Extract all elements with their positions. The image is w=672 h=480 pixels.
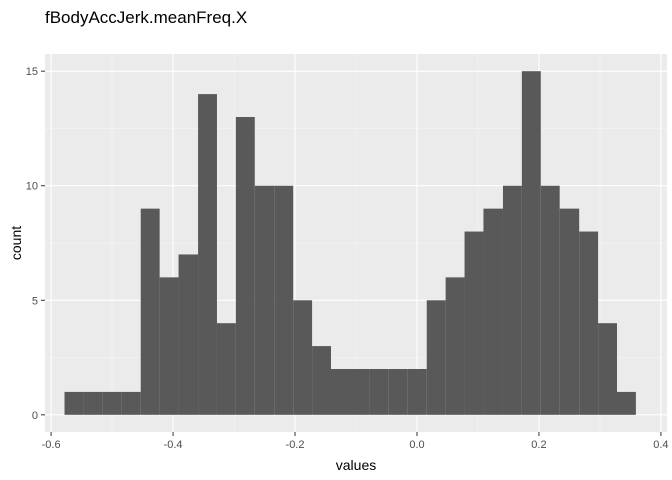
histogram-bar [140,208,160,415]
histogram-bar [369,369,389,415]
histogram-bar [254,185,275,415]
histogram-bar [464,231,484,415]
x-tick-label: -0.4 [164,439,183,451]
chart-title: fBodyAccJerk.meanFreq.X [45,8,247,27]
histogram-bar [330,369,351,415]
x-tick-label: -0.2 [286,439,305,451]
histogram-bar [445,277,465,415]
y-axis-title: count [8,226,24,260]
histogram-bar [521,71,541,415]
histogram-bar [616,391,636,415]
histogram-bar [483,208,503,415]
histogram-bar [559,208,580,415]
x-tick-label: -0.6 [42,439,61,451]
y-tick-label: 5 [32,295,38,307]
histogram-bar [426,300,446,415]
histogram-bar [83,391,103,415]
x-tick-label: 0.0 [409,439,424,451]
histogram-bar [64,391,84,415]
histogram-bar [502,185,522,415]
y-tick-label: 15 [26,66,38,78]
y-axis-ticks: 0 5 10 15 [26,66,45,422]
x-axis-ticks: -0.6 -0.4 -0.2 0.0 0.2 0.4 [42,432,669,451]
histogram-bar [312,346,331,415]
histogram-bar [598,323,617,415]
y-tick-label: 10 [26,181,38,193]
histogram-bar [274,185,294,415]
histogram-bar [407,369,427,415]
histogram-bar [579,231,599,415]
histogram-bar [540,185,560,415]
x-axis-title: values [336,457,376,473]
histogram-bar [121,391,141,415]
histogram-bar [216,323,236,415]
histogram-bar [198,94,217,415]
histogram-bar [159,277,179,415]
histogram-bar [350,369,370,415]
histogram-bars [64,71,636,415]
y-tick-label: 0 [32,410,38,422]
histogram-bar [235,117,255,415]
x-tick-label: 0.4 [653,439,668,451]
histogram-bar [293,300,313,415]
histogram-bar [388,369,408,415]
histogram-bar [178,254,199,415]
x-tick-label: 0.2 [531,439,546,451]
histogram-bar [102,391,122,415]
